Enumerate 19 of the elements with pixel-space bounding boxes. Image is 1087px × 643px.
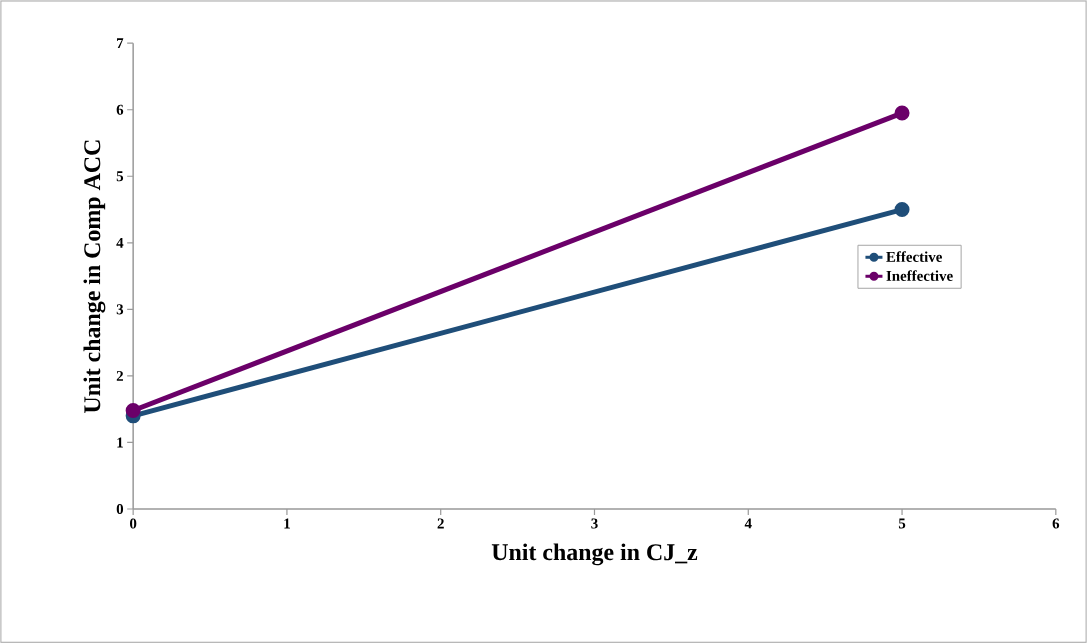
x-tick-label: 3: [591, 518, 598, 529]
legend-label: Effective: [886, 251, 942, 262]
x-tick-label: 5: [898, 518, 906, 529]
y-tick-label: 5: [116, 171, 124, 182]
legend-label: Ineffective: [886, 270, 953, 281]
y-tick-label: 4: [116, 237, 124, 248]
y-tick-label: 7: [117, 38, 124, 48]
x-tick-label: 6: [1052, 518, 1060, 529]
x-tick-label: 1: [284, 518, 290, 529]
y-tick-label: 2: [116, 370, 123, 381]
x-tick-label: 4: [744, 518, 752, 529]
y-tick-label: 3: [116, 304, 124, 315]
y-tick-label: 6: [116, 104, 124, 115]
x-tick-label: 2: [437, 518, 444, 529]
x-tick-label: 0: [129, 518, 137, 529]
y-tick-label: 0: [116, 503, 124, 514]
x-axis-title: Unit change in CJ_z: [491, 543, 698, 566]
y-tick-label: 1: [117, 437, 123, 448]
y-axis-title: Unit change in Comp ACC: [83, 140, 106, 413]
